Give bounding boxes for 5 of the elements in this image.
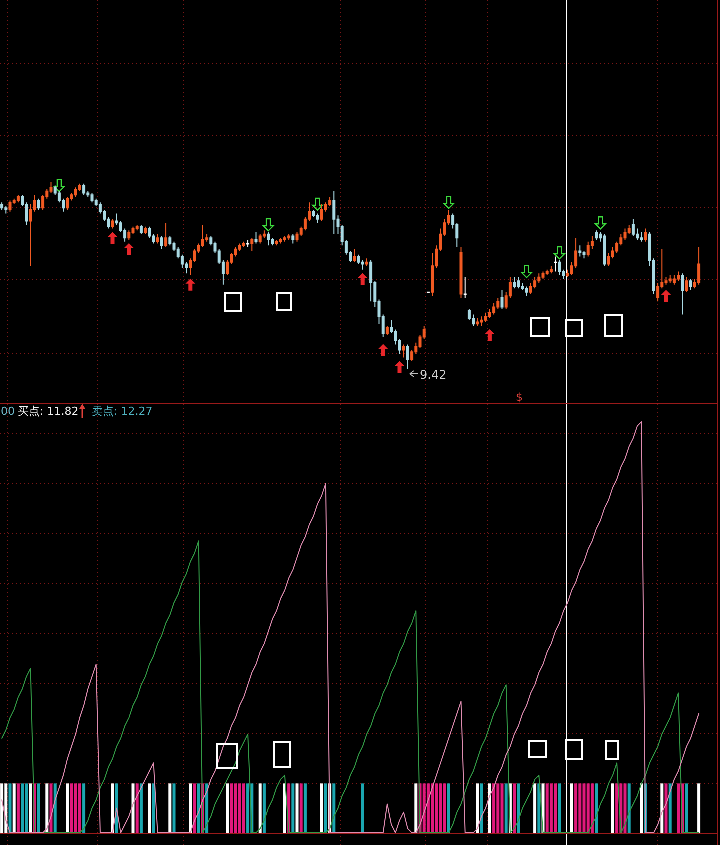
annotation: 9.42 — [420, 368, 447, 382]
annotation: 买点: 11.82 — [18, 405, 79, 418]
annotation: 00 — [1, 405, 15, 418]
annotation: $ — [516, 391, 523, 404]
annotation: 卖点: 12.27 — [92, 405, 153, 418]
